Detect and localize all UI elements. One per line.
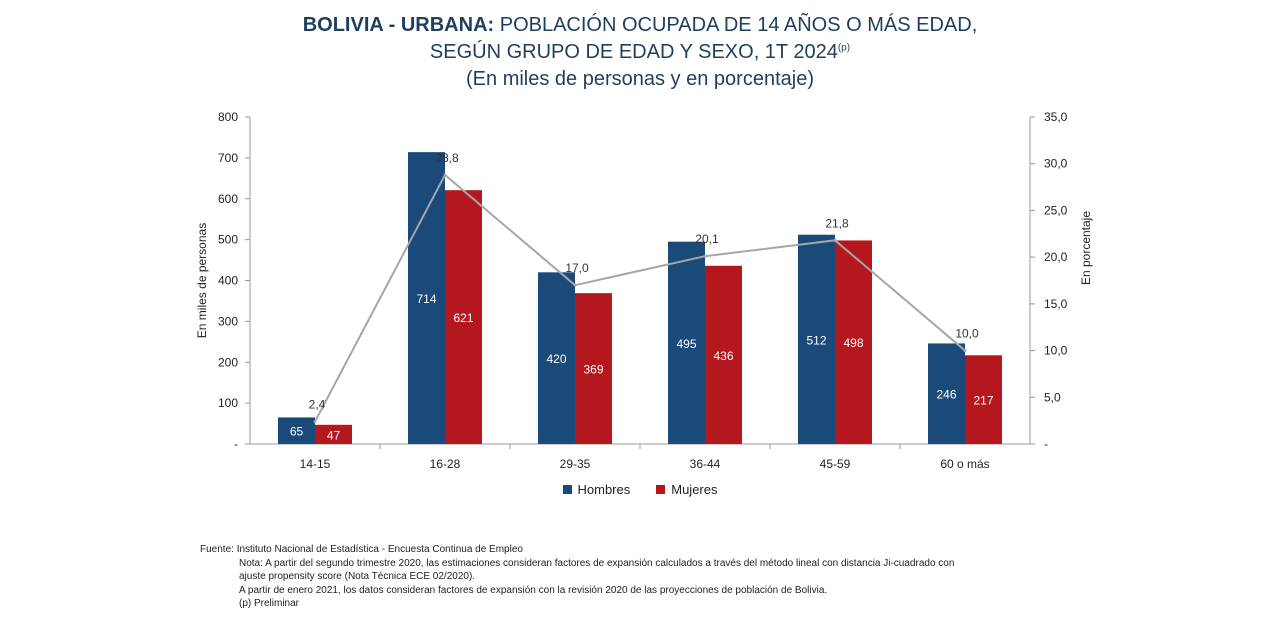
footnotes: Fuente: Instituto Nacional de Estadístic…: [200, 543, 1060, 611]
chart-subtitle: (En miles de personas y en porcentaje): [466, 68, 814, 90]
y2-axis-title: En porcentaje: [1079, 211, 1093, 285]
y2-tick-label: 15,0: [1044, 297, 1068, 311]
bar-hombres: [928, 343, 965, 444]
x-tick-label: 16-28: [430, 457, 461, 471]
bar-mujeres: [835, 240, 872, 444]
line-value-label: 21,8: [825, 216, 849, 230]
data-labels: 65 47 714 621 420 369 495 436 512 498 246 217 2,4 28,…: [290, 151, 994, 442]
bar-hombres: [538, 272, 575, 444]
bar-label-hombres: 246: [936, 388, 956, 402]
bar-hombres: [798, 234, 835, 444]
legend: Hombres Mujeres: [0, 482, 1280, 497]
legend-swatch-mujeres: [656, 485, 666, 494]
legend-label-mujeres: Mujeres: [671, 482, 718, 497]
y2-tick-label: 5,0: [1044, 390, 1061, 404]
bar-label-mujeres: 369: [583, 363, 603, 377]
axes: - 100 200 300 400 500 600 700 800 - 5,0 10,0 15,0 20,…: [195, 110, 1093, 471]
bar-label-mujeres: 436: [713, 349, 733, 363]
bar-line-chart: - 100 200 300 400 500 600 700 800 - 5,0 10,0 15,0 20,…: [195, 110, 1093, 471]
y-tick-label: 100: [218, 396, 238, 410]
percentage-line-path: [314, 173, 966, 423]
note-1: Nota: A partir del segundo trimestre 202…: [239, 557, 955, 569]
x-tick-label: 36-44: [690, 457, 721, 471]
legend-label-hombres: Hombres: [577, 482, 631, 497]
bars: [278, 152, 1002, 444]
line-value-label: 2,4: [309, 398, 326, 412]
bar-label-hombres: 512: [806, 333, 826, 347]
y-tick-label: -: [234, 437, 238, 451]
line-value-label: 17,0: [565, 261, 589, 275]
bar-hombres: [278, 417, 315, 444]
bar-label-mujeres: 47: [327, 428, 341, 442]
y2-tick-label: -: [1044, 437, 1048, 451]
y-tick-label: 800: [218, 110, 238, 124]
bar-hombres: [408, 152, 445, 444]
line-point: [833, 238, 837, 242]
title-rest: POBLACIÓN OCUPADA DE 14 AÑOS O MÁS EDAD,: [494, 14, 978, 36]
bar-label-mujeres: 217: [973, 394, 993, 408]
bar-mujeres: [445, 190, 482, 444]
line-value-label: 28,8: [435, 151, 459, 165]
y2-tick-label: 30,0: [1044, 157, 1068, 171]
chart-title: BOLIVIA - URBANA: POBLACIÓN OCUPADA DE 1…: [0, 12, 1280, 93]
x-tick-label: 14-15: [300, 457, 331, 471]
x-tick-label: 45-59: [820, 457, 851, 471]
note-1b: ajuste propensity score (Nota Técnica EC…: [239, 571, 476, 582]
y-axis-title: En miles de personas: [195, 223, 209, 338]
line-point: [313, 420, 317, 424]
bar-label-mujeres: 621: [453, 311, 473, 325]
y-tick-label: 200: [218, 355, 238, 369]
title-bold: BOLIVIA - URBANA:: [302, 14, 495, 36]
x-tick-label: 29-35: [560, 457, 591, 471]
y2-tick-label: 20,0: [1044, 250, 1068, 264]
x-tick-label: 60 o más: [940, 457, 989, 471]
line-value-label: 10,0: [955, 327, 979, 341]
title-line-1: BOLIVIA - URBANA: POBLACIÓN OCUPADA DE 1…: [0, 12, 1280, 39]
bar-mujeres: [965, 355, 1002, 444]
bar-mujeres: [315, 424, 352, 444]
source-note: Fuente: Instituto Nacional de Estadístic…: [200, 544, 523, 555]
note-2: A partir de enero 2021, los datos consid…: [239, 584, 828, 596]
bar-mujeres: [705, 265, 742, 444]
legend-item-mujeres: Mujeres: [656, 482, 718, 497]
title-line-2: SEGÚN GRUPO DE EDAD Y SEXO, 1T 2024(p): [0, 39, 1280, 66]
y2-tick-label: 35,0: [1044, 110, 1068, 124]
y-tick-label: 400: [218, 274, 238, 288]
line-point: [963, 349, 967, 353]
bar-label-hombres: 714: [416, 292, 436, 306]
line-point: [573, 283, 577, 287]
legend-swatch-hombres: [562, 485, 572, 494]
bar-label-hombres: 65: [290, 425, 304, 439]
legend-item-hombres: Hombres: [562, 482, 631, 497]
line-point: [703, 254, 707, 258]
y-tick-label: 600: [218, 192, 238, 206]
bar-label-hombres: 420: [546, 352, 566, 366]
title-superscript: (p): [837, 42, 851, 54]
bar-hombres: [668, 241, 705, 444]
bar-mujeres: [575, 293, 612, 444]
y2-tick-label: 10,0: [1044, 344, 1068, 358]
note-3: (p) Preliminar: [239, 598, 300, 609]
y-tick-label: 700: [218, 151, 238, 165]
title-line2-text: SEGÚN GRUPO DE EDAD Y SEXO, 1T 2024: [429, 41, 838, 63]
line-value-label: 20,1: [695, 232, 719, 246]
line-point: [443, 173, 447, 177]
bar-label-hombres: 495: [676, 337, 696, 351]
y2-tick-label: 25,0: [1044, 203, 1068, 217]
percentage-line: [313, 173, 967, 424]
y-tick-label: 300: [218, 314, 238, 328]
bar-label-mujeres: 498: [843, 336, 863, 350]
y-tick-label: 500: [218, 233, 238, 247]
